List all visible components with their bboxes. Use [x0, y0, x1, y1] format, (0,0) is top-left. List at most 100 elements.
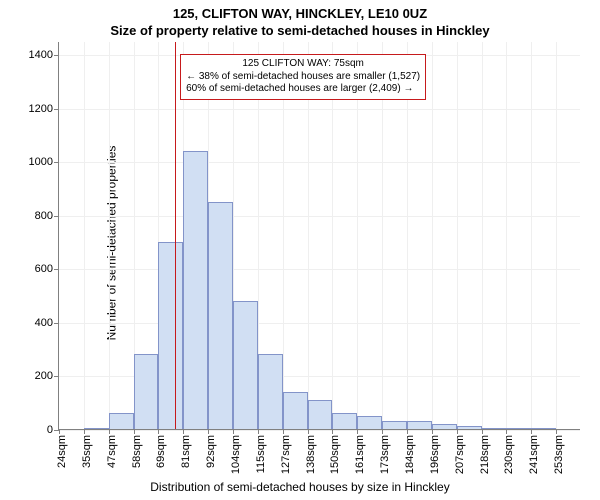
- x-tick-label: 69sqm: [155, 435, 167, 468]
- x-tick-label: 58sqm: [131, 435, 143, 468]
- y-tick-mark: [54, 109, 59, 110]
- gridline-v: [407, 42, 408, 429]
- gridline-v: [482, 42, 483, 429]
- x-tick-mark: [432, 429, 433, 434]
- y-tick-mark: [54, 55, 59, 56]
- gridline-v: [283, 42, 284, 429]
- x-tick-label: 218sqm: [479, 435, 491, 474]
- histogram-bar: [258, 354, 283, 429]
- gridline-v: [357, 42, 358, 429]
- x-tick-label: 196sqm: [429, 435, 441, 474]
- histogram-bar: [432, 424, 457, 429]
- y-tick-label: 200: [35, 370, 53, 382]
- plot-area: 020040060080010001200140024sqm35sqm47sqm…: [58, 42, 580, 430]
- annotation-box: 125 CLIFTON WAY: 75sqm← 38% of semi-deta…: [180, 54, 426, 100]
- histogram-bar: [332, 413, 357, 429]
- x-tick-mark: [308, 429, 309, 434]
- gridline-v: [308, 42, 309, 429]
- x-tick-mark: [258, 429, 259, 434]
- histogram-bar: [531, 428, 556, 429]
- gridline-v: [332, 42, 333, 429]
- x-tick-label: 115sqm: [255, 435, 267, 473]
- histogram-bar: [357, 416, 382, 429]
- x-tick-mark: [357, 429, 358, 434]
- x-tick-mark: [158, 429, 159, 434]
- y-tick-label: 600: [35, 263, 53, 275]
- x-tick-label: 184sqm: [404, 435, 416, 474]
- gridline-h: [59, 162, 580, 163]
- x-tick-label: 35sqm: [81, 435, 93, 468]
- y-tick-label: 400: [35, 317, 53, 329]
- histogram-bar: [208, 202, 233, 429]
- x-tick-mark: [332, 429, 333, 434]
- x-tick-label: 241sqm: [528, 435, 540, 474]
- x-tick-label: 24sqm: [56, 435, 68, 468]
- x-tick-label: 138sqm: [305, 435, 317, 474]
- y-tick-mark: [54, 323, 59, 324]
- histogram-bar: [183, 151, 208, 429]
- gridline-v: [84, 42, 85, 429]
- y-tick-label: 1000: [29, 156, 53, 168]
- annotation-line: ← 38% of semi-detached houses are smalle…: [186, 71, 420, 84]
- property-marker-line: [175, 42, 176, 429]
- gridline-v: [531, 42, 532, 429]
- x-tick-mark: [233, 429, 234, 434]
- histogram-bar: [134, 354, 159, 429]
- x-tick-label: 173sqm: [379, 435, 391, 474]
- x-tick-label: 104sqm: [230, 435, 242, 474]
- gridline-v: [457, 42, 458, 429]
- x-tick-label: 127sqm: [280, 435, 292, 474]
- x-tick-mark: [382, 429, 383, 434]
- x-tick-mark: [208, 429, 209, 434]
- gridline-h: [59, 216, 580, 217]
- gridline-v: [432, 42, 433, 429]
- histogram-bar: [109, 413, 134, 429]
- x-tick-label: 161sqm: [354, 435, 366, 474]
- x-tick-mark: [457, 429, 458, 434]
- histogram-bar: [506, 428, 531, 429]
- x-tick-label: 207sqm: [454, 435, 466, 474]
- x-tick-mark: [134, 429, 135, 434]
- histogram-bar: [84, 428, 109, 429]
- x-tick-mark: [183, 429, 184, 434]
- y-tick-label: 1400: [29, 49, 53, 61]
- gridline-v: [556, 42, 557, 429]
- gridline-h: [59, 323, 580, 324]
- x-tick-label: 92sqm: [205, 435, 217, 468]
- x-tick-mark: [283, 429, 284, 434]
- x-tick-mark: [531, 429, 532, 434]
- x-tick-mark: [556, 429, 557, 434]
- x-tick-label: 81sqm: [180, 435, 192, 468]
- histogram-bar: [158, 242, 183, 429]
- histogram-bar: [233, 301, 258, 429]
- annotation-line: 125 CLIFTON WAY: 75sqm: [186, 58, 420, 71]
- gridline-h: [59, 109, 580, 110]
- x-tick-mark: [482, 429, 483, 434]
- histogram-bar: [482, 428, 507, 429]
- gridline-v: [109, 42, 110, 429]
- x-tick-label: 47sqm: [106, 435, 118, 468]
- annotation-line: 60% of semi-detached houses are larger (…: [186, 83, 420, 96]
- x-axis-label: Distribution of semi-detached houses by …: [0, 480, 600, 494]
- x-tick-mark: [84, 429, 85, 434]
- x-tick-label: 150sqm: [329, 435, 341, 474]
- x-tick-mark: [506, 429, 507, 434]
- gridline-h: [59, 269, 580, 270]
- y-tick-mark: [54, 162, 59, 163]
- gridline-h: [59, 430, 580, 431]
- x-tick-label: 230sqm: [503, 435, 515, 474]
- y-tick-mark: [54, 376, 59, 377]
- gridline-v: [506, 42, 507, 429]
- page-title-line2: Size of property relative to semi-detach…: [0, 23, 600, 38]
- x-tick-label: 253sqm: [553, 435, 565, 474]
- y-tick-label: 1200: [29, 103, 53, 115]
- histogram-bar: [308, 400, 333, 429]
- page-title-line1: 125, CLIFTON WAY, HINCKLEY, LE10 0UZ: [0, 6, 600, 21]
- histogram-bar: [382, 421, 407, 429]
- y-tick-mark: [54, 269, 59, 270]
- x-tick-mark: [109, 429, 110, 434]
- histogram-bar: [283, 392, 308, 429]
- y-tick-mark: [54, 216, 59, 217]
- x-tick-mark: [407, 429, 408, 434]
- y-tick-label: 800: [35, 210, 53, 222]
